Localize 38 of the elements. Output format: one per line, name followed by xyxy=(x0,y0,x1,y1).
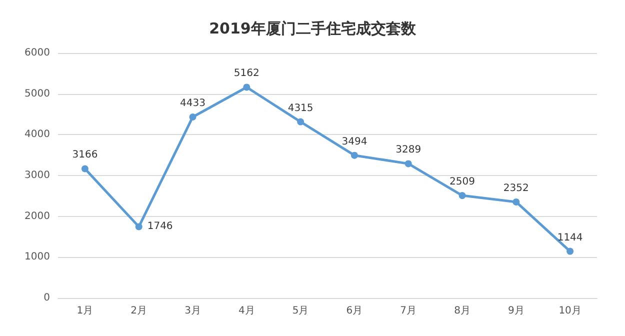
x-tick-label: 4月 xyxy=(238,306,255,316)
data-label: 4433 xyxy=(180,98,206,109)
point xyxy=(566,248,574,255)
data-label: 3494 xyxy=(342,136,368,148)
point xyxy=(81,165,88,172)
x-tick-label: 1月 xyxy=(76,306,94,316)
point xyxy=(189,113,196,120)
y-tick-label: 1000 xyxy=(24,252,50,263)
y-tick-label: 2000 xyxy=(24,210,50,222)
chart-title: 2019年厦门二手住宅成交套数 xyxy=(209,20,417,38)
point xyxy=(243,84,250,91)
data-label: 2509 xyxy=(450,176,475,188)
point xyxy=(458,192,466,200)
point xyxy=(404,160,412,168)
data-label: 1144 xyxy=(557,232,583,244)
x-tick-label: 5月 xyxy=(292,306,309,316)
data-label: 3289 xyxy=(396,144,422,156)
x-tick-label: 2月 xyxy=(130,306,148,316)
point xyxy=(297,118,304,126)
x-tick-label: 9月 xyxy=(508,306,524,316)
data-label: 5162 xyxy=(234,68,260,80)
data-label: 2352 xyxy=(503,182,529,194)
data-label: 3166 xyxy=(72,150,98,161)
point xyxy=(135,223,142,230)
y-tick-label: 0 xyxy=(44,292,50,304)
x-tick-label: 3月 xyxy=(184,306,201,316)
x-tick-label: 8月 xyxy=(454,306,470,316)
y-tick-label: 5000 xyxy=(24,88,50,100)
x-tick-label: 6月 xyxy=(346,306,363,316)
y-tick-label: 6000 xyxy=(24,48,50,58)
x-tick-label: 10月 xyxy=(558,306,582,316)
data-label: 4315 xyxy=(288,102,314,114)
x-tick-label: 7月 xyxy=(400,306,417,316)
y-tick-label: 3000 xyxy=(24,170,50,181)
data-label: 1746 xyxy=(147,221,173,232)
point xyxy=(512,198,520,206)
y-tick-label: 4000 xyxy=(24,129,50,140)
point xyxy=(350,152,358,159)
